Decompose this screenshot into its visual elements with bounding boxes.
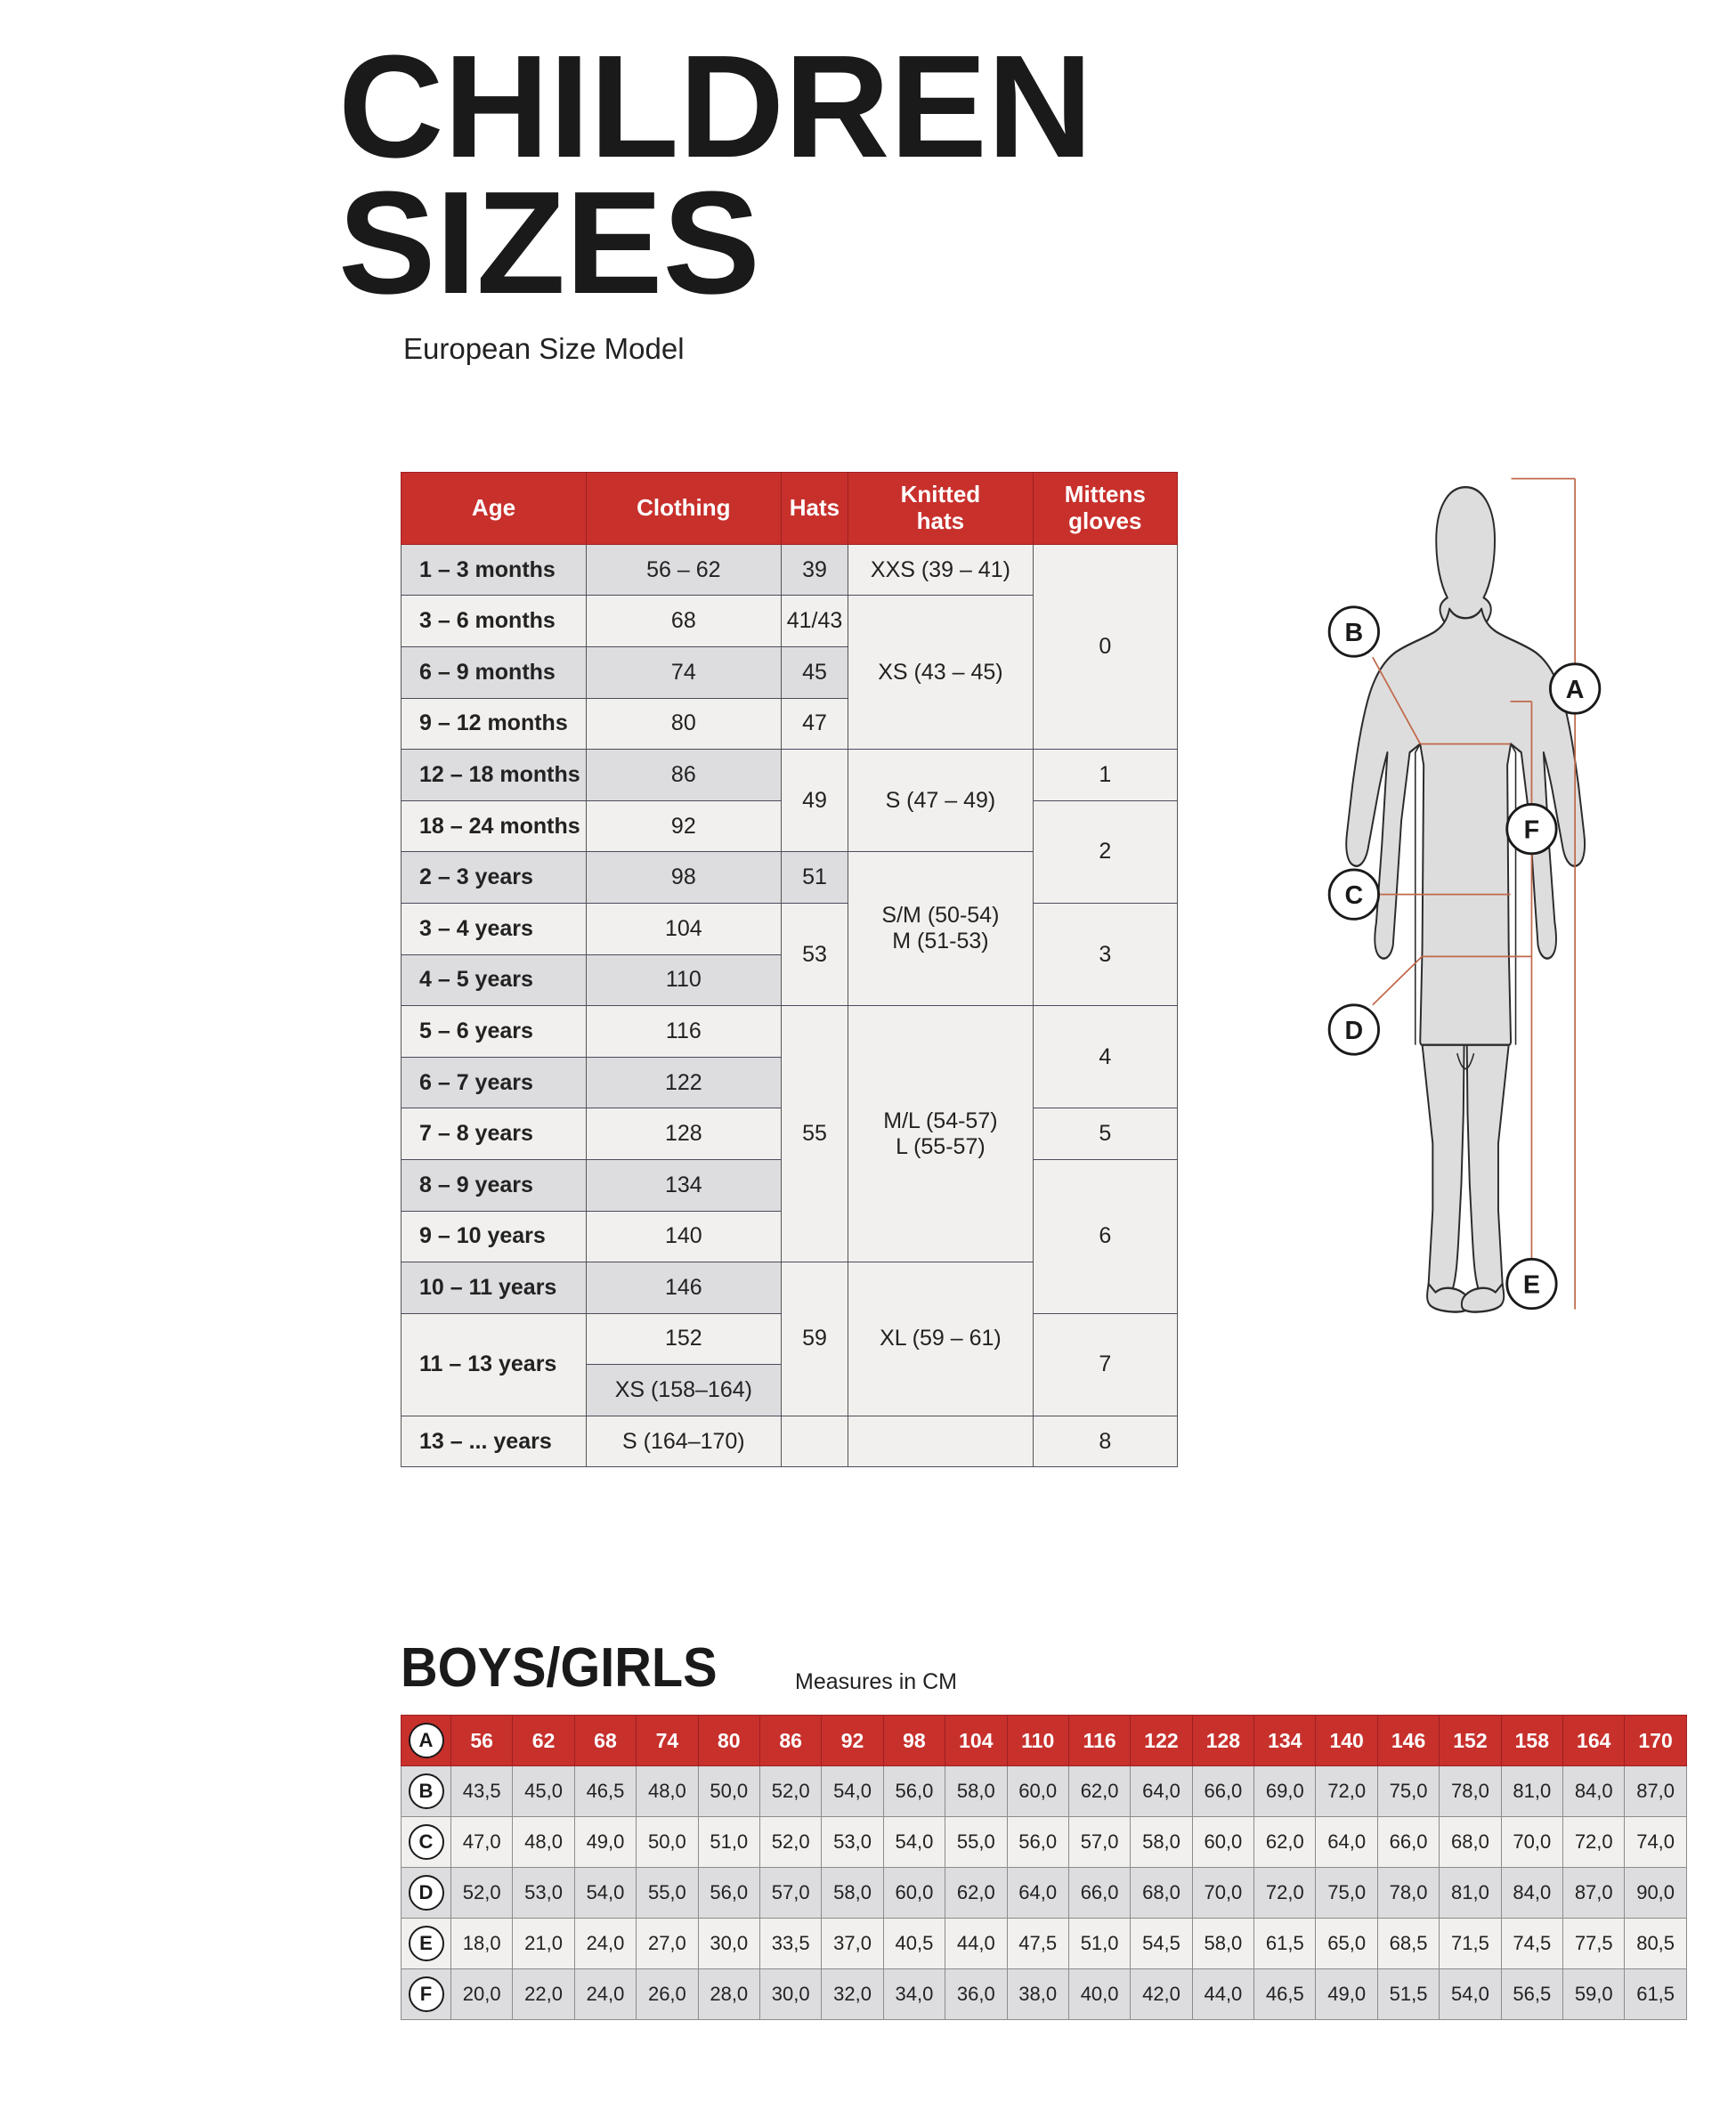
svg-text:A: A (1566, 676, 1585, 704)
svg-text:C: C (1345, 881, 1364, 910)
svg-text:E: E (1523, 1271, 1540, 1300)
svg-text:B: B (1345, 619, 1364, 647)
svg-text:F: F (1524, 816, 1540, 845)
svg-text:D: D (1345, 1017, 1364, 1045)
